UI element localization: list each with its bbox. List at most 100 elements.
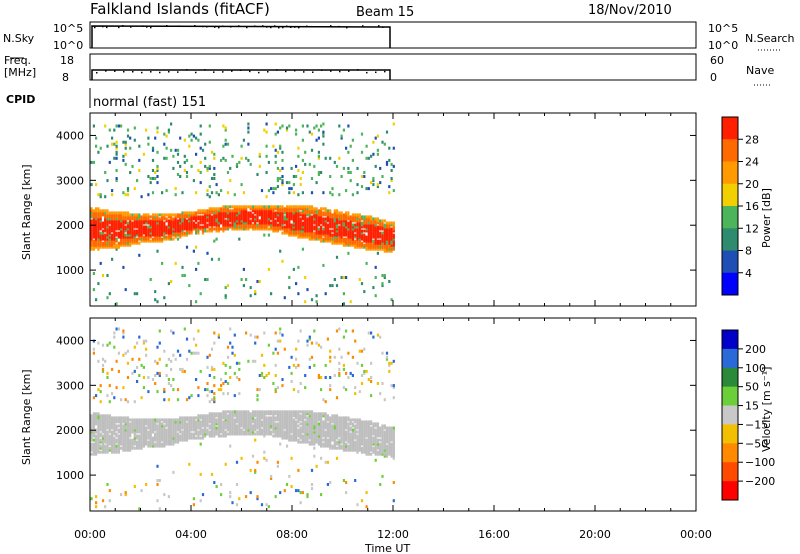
range-cell <box>145 217 148 221</box>
range-cell <box>147 227 150 231</box>
range-cell <box>317 430 320 434</box>
range-cell <box>183 420 186 424</box>
range-cell <box>356 231 359 235</box>
range-cell <box>204 278 207 281</box>
range-cell <box>290 422 293 426</box>
range-cell <box>106 376 109 379</box>
range-cell <box>129 227 132 231</box>
range-cell <box>215 191 218 195</box>
range-cell <box>97 414 100 418</box>
range-cell <box>183 213 186 217</box>
range-cell <box>133 213 136 217</box>
range-cell <box>145 432 148 436</box>
range-cell <box>188 416 191 420</box>
range-cell <box>242 207 245 211</box>
range-cell <box>97 359 100 363</box>
range-cell <box>306 430 309 434</box>
range-cell <box>363 225 366 229</box>
range-cell <box>383 235 386 239</box>
range-cell <box>222 434 225 438</box>
range-cell <box>390 428 393 432</box>
range-cell <box>379 239 382 243</box>
range-cell <box>351 158 354 162</box>
range-cell <box>206 278 209 281</box>
range-cell <box>340 211 343 215</box>
range-cell <box>92 233 95 237</box>
range-cell <box>315 424 318 428</box>
range-cell <box>131 241 134 245</box>
range-cell <box>154 426 157 430</box>
range-cell <box>390 247 393 251</box>
range-cell <box>392 499 395 503</box>
range-cell <box>201 209 205 213</box>
range-cell <box>235 164 239 168</box>
range-cell <box>206 422 209 426</box>
range-cell <box>176 223 180 227</box>
range-cell <box>217 388 220 392</box>
range-cell <box>222 217 225 221</box>
range-cell <box>149 420 152 424</box>
range-cell <box>281 205 284 209</box>
range-cell <box>229 205 232 209</box>
range-cell <box>90 213 93 217</box>
range-cell <box>340 426 343 430</box>
range-cell <box>313 209 316 213</box>
range-cell <box>240 183 243 187</box>
range-cell <box>297 410 300 414</box>
range-cell <box>224 221 227 225</box>
range-cell <box>345 225 348 229</box>
range-cell <box>329 438 332 442</box>
range-cell <box>320 434 323 438</box>
range-cell <box>92 422 95 426</box>
range-cell <box>220 426 223 430</box>
range-cell <box>220 420 223 424</box>
range-cell <box>335 219 339 223</box>
range-cell <box>238 209 241 213</box>
range-cell <box>247 418 250 422</box>
range-cell <box>183 231 186 235</box>
range-cell <box>313 434 316 438</box>
range-cell <box>147 237 150 241</box>
range-cell <box>165 374 168 377</box>
range-cell <box>176 418 180 422</box>
range-cell <box>279 227 282 231</box>
range-cell <box>99 446 102 450</box>
range-cell <box>304 150 307 154</box>
range-cell <box>172 422 175 426</box>
range-cell <box>136 231 139 235</box>
range-cell <box>238 410 241 414</box>
range-cell <box>301 209 304 213</box>
range-cell <box>281 430 284 434</box>
range-cell <box>329 416 332 420</box>
range-cell <box>351 213 354 217</box>
range-cell <box>292 430 295 434</box>
range-cell <box>226 225 230 229</box>
range-cell <box>199 221 202 225</box>
range-cell <box>338 227 341 231</box>
range-cell <box>331 239 334 243</box>
range-cell <box>92 213 95 217</box>
colorbar-segment <box>722 348 738 369</box>
range-cell <box>124 493 127 497</box>
range-cell <box>324 444 327 448</box>
range-cell <box>245 412 248 416</box>
range-cell <box>199 416 202 420</box>
range-cell <box>258 209 261 213</box>
range-cell <box>272 219 275 223</box>
range-cell <box>129 438 132 442</box>
range-cell <box>367 331 370 335</box>
range-cell <box>308 365 311 369</box>
range-cell <box>392 444 395 448</box>
nave-point <box>105 70 107 72</box>
range-cell <box>342 237 345 241</box>
range-cell <box>104 424 107 428</box>
range-cell <box>140 428 143 432</box>
range-cell <box>295 175 298 178</box>
range-cell <box>97 247 100 251</box>
range-cell <box>251 227 255 231</box>
range-cell <box>267 227 270 231</box>
range-cell <box>313 235 316 239</box>
range-cell <box>385 162 389 166</box>
colorbar-segment <box>722 481 738 501</box>
range-cell <box>210 367 214 371</box>
